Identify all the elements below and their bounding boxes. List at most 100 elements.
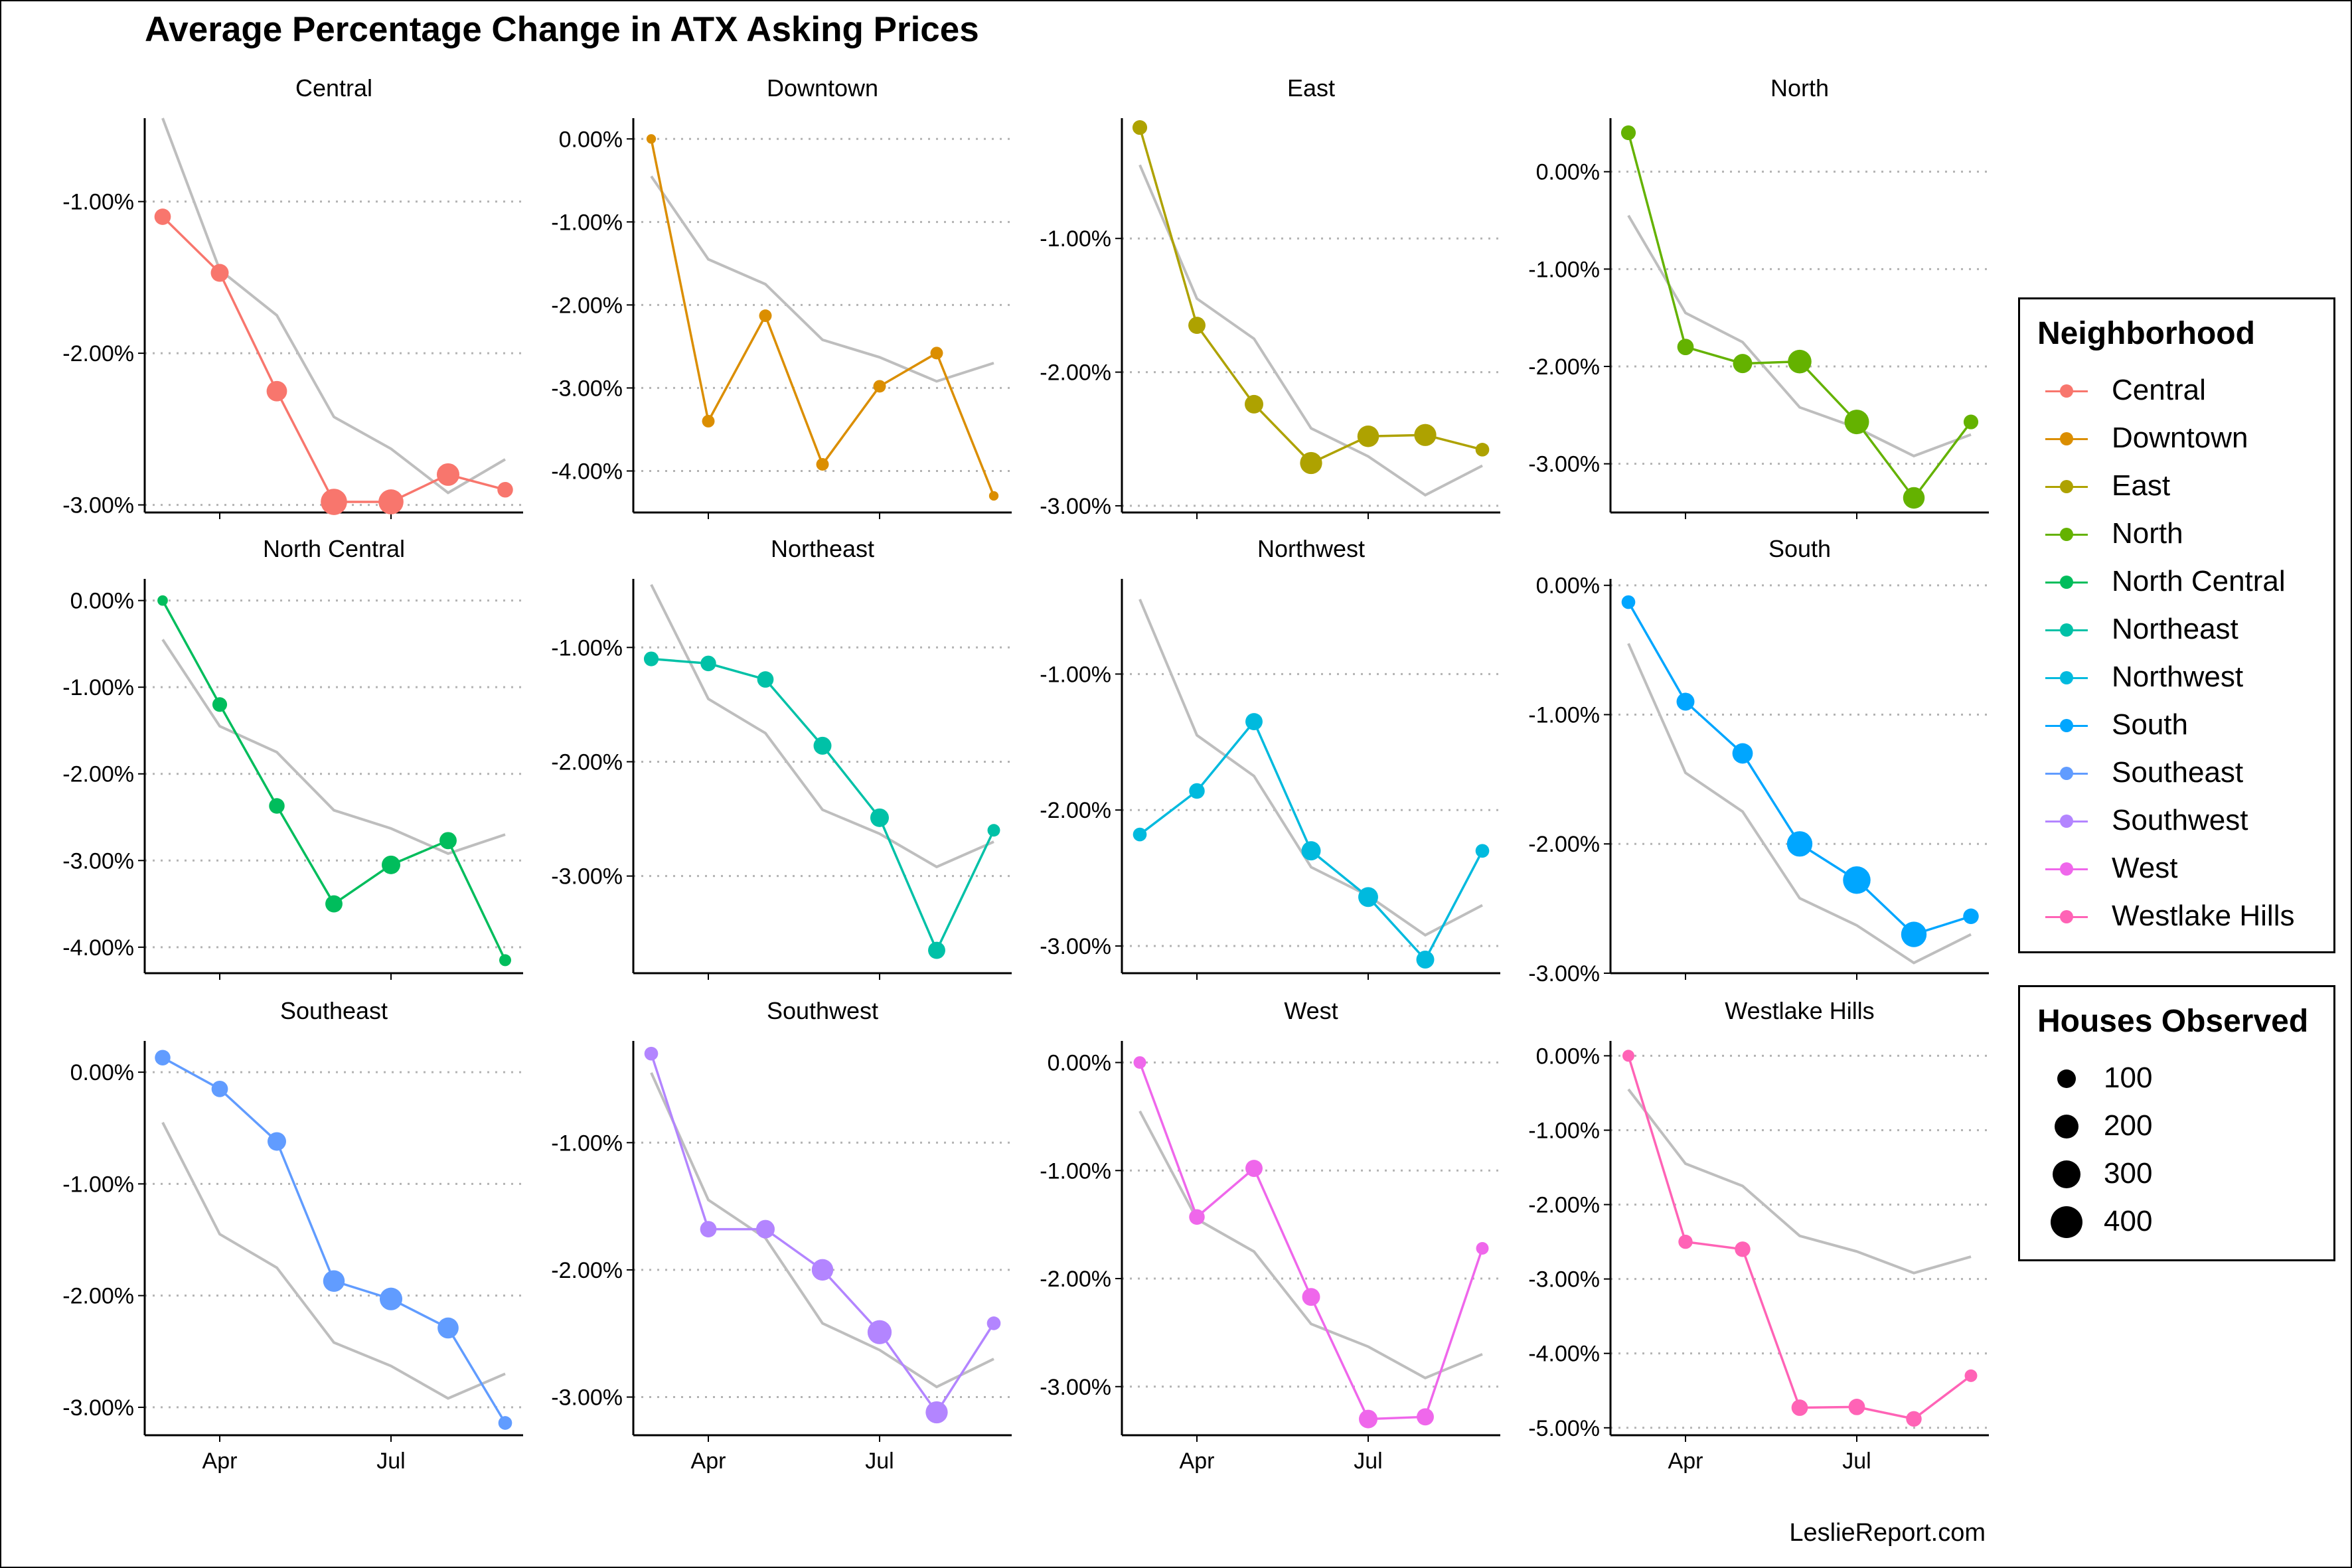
data-point — [988, 491, 999, 501]
legend-key-point — [2060, 432, 2073, 445]
panel-north: North 0.00% -1.00% -2.00% -3.00% — [1528, 74, 1989, 519]
y-tick-label: 0.00% — [559, 127, 623, 152]
data-point — [700, 655, 716, 672]
reference-line — [1138, 1110, 1483, 1379]
size-legend-dot — [2051, 1206, 2082, 1238]
panel-west: West 0.00% -1.00% -2.00% -3.00% Apr Jul — [1040, 997, 1500, 1474]
legend-key-point — [2060, 862, 2073, 876]
legend-item-westlake-hills: Westlake Hills — [2040, 893, 2332, 941]
legend-item-southwest: Southwest — [2040, 797, 2332, 845]
reference-line — [161, 1121, 506, 1400]
legend-key — [2040, 797, 2093, 845]
series-line — [1138, 127, 1483, 465]
legend-key-point — [2060, 910, 2073, 923]
panel-north-central: North Central 0.00% -1.00% -2.00% -3.00% -4.0… — [62, 535, 523, 980]
data-point — [1622, 1050, 1634, 1062]
data-point — [269, 798, 285, 814]
data-point — [1302, 1288, 1320, 1306]
y-tick-label: -4.00% — [62, 935, 134, 961]
data-point — [268, 1132, 286, 1151]
y-tick-label: -2.00% — [551, 749, 623, 775]
panel-title: West — [1284, 997, 1338, 1024]
panel-title: South — [1768, 535, 1831, 562]
data-point — [1417, 1408, 1434, 1426]
panel-title: Westlake Hills — [1725, 997, 1874, 1024]
size-legend-item: 300 — [2040, 1150, 2332, 1198]
size-legend-dot — [2052, 1160, 2081, 1189]
y-tick-label: -3.00% — [62, 493, 134, 518]
x-tick-label: Apr — [691, 1449, 726, 1474]
y-tick-label: -3.00% — [551, 376, 623, 401]
y-tick-label: -2.00% — [1040, 1267, 1111, 1292]
data-point — [321, 489, 347, 515]
data-point — [1963, 414, 1979, 430]
data-point — [813, 736, 832, 755]
legend-label: South — [2112, 708, 2188, 741]
data-point — [439, 832, 457, 850]
data-point — [1732, 743, 1753, 764]
panel-westlake-hills: Westlake Hills 0.00% -1.00% -2.00% -3.00% -4.… — [1528, 997, 1989, 1474]
data-point — [1357, 425, 1379, 447]
legend-label: Southwest — [2112, 804, 2248, 836]
panel-title: North — [1770, 74, 1829, 102]
y-tick-label: -3.00% — [1040, 1375, 1111, 1400]
y-tick-label: -2.00% — [551, 293, 623, 318]
legend-label: North Central — [2112, 565, 2286, 597]
y-tick-label: -1.00% — [62, 190, 134, 215]
size-legend-item: 100 — [2040, 1055, 2332, 1103]
panel-title: Northeast — [771, 535, 874, 562]
data-point — [1358, 887, 1378, 907]
y-tick-label: 0.00% — [1536, 160, 1600, 185]
data-point — [1677, 339, 1694, 356]
neighborhood-legend: Neighborhood Central Downtown East North Nor… — [2018, 297, 2335, 953]
legend-key-point — [2060, 480, 2073, 493]
panel-southwest: Southwest -1.00% -2.00% -3.00% Apr Jul — [551, 997, 1012, 1474]
series-line — [650, 138, 995, 497]
y-tick-label: -3.00% — [1040, 934, 1111, 959]
y-tick-label: -2.00% — [62, 1284, 134, 1309]
houses-observed-legend-title: Houses Observed — [2037, 1004, 2309, 1039]
data-point — [1735, 1241, 1751, 1257]
data-point — [437, 1317, 459, 1339]
panel-southeast: Southeast 0.00% -1.00% -2.00% -3.00% Apr Jul — [62, 997, 523, 1474]
legend-key-point — [2060, 623, 2073, 637]
panel-title: Downtown — [767, 74, 878, 102]
legend-key-point — [2060, 384, 2073, 398]
data-point — [1132, 120, 1148, 135]
y-tick-label: -1.00% — [1528, 257, 1600, 282]
size-legend-label: 300 — [2104, 1157, 2153, 1190]
x-tick-label: Jul — [1354, 1449, 1382, 1474]
y-tick-label: -1.00% — [1040, 226, 1111, 252]
series-line — [161, 216, 506, 503]
panel-title: East — [1287, 74, 1335, 102]
legend-item-southeast: Southeast — [2040, 749, 2332, 797]
data-point — [870, 808, 889, 827]
legend-key — [2040, 558, 2093, 606]
y-tick-label: -3.00% — [1528, 1267, 1600, 1293]
chart-title: Average Percentage Change in ATX Asking … — [145, 10, 979, 49]
legend-key — [2040, 702, 2093, 749]
data-point — [1788, 349, 1812, 374]
data-point — [811, 1259, 834, 1281]
data-point — [1844, 410, 1869, 435]
data-point — [1676, 692, 1695, 711]
legend-key — [2040, 367, 2093, 415]
series-line — [1627, 1055, 1972, 1421]
houses-observed-legend: Houses Observed 100 200 300 400 — [2018, 985, 2335, 1261]
y-tick-label: -3.00% — [62, 1395, 134, 1421]
y-tick-label: -1.00% — [62, 1172, 134, 1197]
y-tick-label: -2.00% — [1528, 832, 1600, 857]
data-point — [867, 1320, 892, 1344]
data-point — [1848, 1399, 1865, 1415]
legend-key-point — [2060, 815, 2073, 828]
data-point — [757, 671, 774, 688]
legend-label: Central — [2112, 374, 2206, 406]
y-tick-label: -2.00% — [1528, 354, 1600, 380]
legend-key — [2040, 606, 2093, 654]
legend-key — [2040, 415, 2093, 463]
y-tick-label: 0.00% — [70, 589, 134, 614]
legend-label: Downtown — [2112, 422, 2248, 454]
y-tick-label: -3.00% — [551, 864, 623, 890]
y-tick-label: -3.00% — [1040, 494, 1111, 519]
